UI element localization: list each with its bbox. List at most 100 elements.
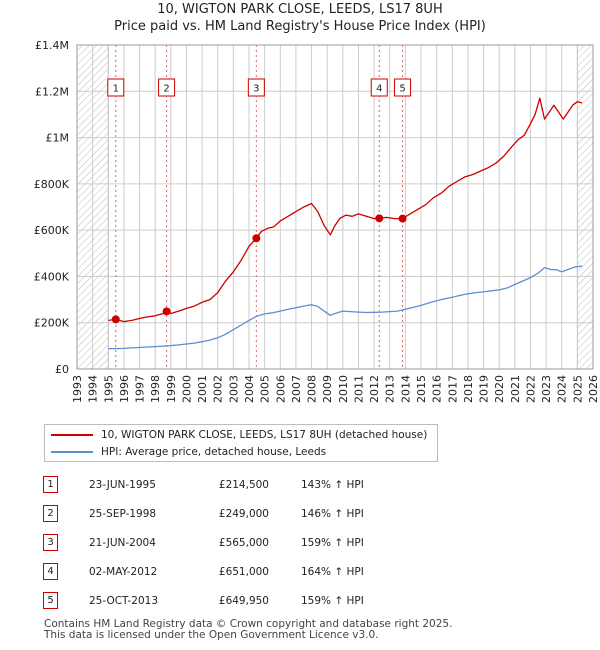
x-tick-label: 2021 [509,375,522,403]
sale-hpi-change: 143% ↑ HPI [301,478,364,491]
x-tick-label: 2003 [227,375,240,403]
x-tick-label: 2008 [306,375,319,403]
x-tick-label: 2020 [493,375,506,403]
sale-point [375,214,384,223]
footer-copyright: Contains HM Land Registry data © Crown c… [44,618,453,630]
sale-number-badge: 4 [43,563,58,580]
sale-price: £649,950 [218,594,269,607]
sale-number-badge: 5 [43,592,58,609]
sale-price: £651,000 [218,565,269,578]
x-tick-label: 2017 [446,375,459,403]
sale-number-badge: 3 [43,534,58,551]
plot-frame [76,44,594,370]
legend-item-hpi: HPI: Average price, detached house, Leed… [51,444,326,460]
hpi-line [108,265,583,350]
sale-price: £249,000 [218,507,269,520]
legend-swatch-property [51,434,93,436]
x-tick-label: 1994 [87,375,100,403]
x-tick-label: 2012 [368,375,381,403]
x-tick-label: 2005 [259,375,272,403]
sale-label-box [394,78,412,97]
sale-date: 25-OCT-2013 [89,594,158,607]
x-tick-label: 2025 [571,375,584,403]
y-tick-label: £1.2M [35,85,69,98]
sale-price: £565,000 [218,536,269,549]
sale-label-number: 1 [113,84,119,95]
x-tick-label: 2009 [321,375,334,403]
chart-title: 10, WIGTON PARK CLOSE, LEEDS, LS17 8UH [157,2,443,17]
sale-label-box [247,78,265,97]
chart-subtitle: Price paid vs. HM Land Registry's House … [114,19,486,34]
y-tick-label: £200K [34,317,70,330]
x-tick-label: 1996 [118,375,131,403]
sale-hpi-change: 159% ↑ HPI [301,594,364,607]
sale-label-number: 3 [253,84,259,95]
y-tick-label: £800K [34,178,70,191]
sale-date: 23-JUN-1995 [89,478,156,491]
sales-table: 1 23-JUN-1995 £214,500 143% ↑ HPI 2 25-S… [43,470,401,615]
sale-price: £214,500 [218,478,269,491]
y-tick-label: £600K [34,224,70,237]
x-tick-label: 2014 [399,375,412,403]
x-tick-label: 2002 [212,375,225,403]
y-tick-label: £1M [46,132,70,145]
table-row: 3 21-JUN-2004 £565,000 159% ↑ HPI [43,528,401,557]
x-tick-label: 2018 [462,375,475,403]
sale-label-number: 5 [399,84,405,95]
x-tick-label: 1998 [149,375,162,403]
legend-label-hpi: HPI: Average price, detached house, Leed… [101,446,327,458]
sale-hpi-change: 146% ↑ HPI [301,507,364,520]
table-row: 4 02-MAY-2012 £651,000 164% ↑ HPI [43,557,401,586]
footer: Contains HM Land Registry data © Crown c… [44,619,452,641]
x-tick-label: 2000 [180,375,193,403]
property-price-line [108,97,583,323]
legend-label-property: 10, WIGTON PARK CLOSE, LEEDS, LS17 8UH (… [101,429,428,441]
x-tick-label: 2010 [337,375,350,403]
x-tick-label: 2022 [524,375,537,403]
table-row: 1 23-JUN-1995 £214,500 143% ↑ HPI [43,470,401,499]
sale-number-badge: 1 [43,476,58,493]
sale-number-badge: 2 [43,505,58,522]
price-chart: 1 2 3 4 5 £0 £200K £400K £600K £800K £1M £1.2M £1.4… [34,39,600,403]
x-tick-label: 1999 [165,375,178,403]
table-row: 5 25-OCT-2013 £649,950 159% ↑ HPI [43,586,401,615]
x-tick-label: 2013 [384,375,397,403]
x-tick-label: 1993 [71,375,84,403]
sale-label-box [158,78,176,97]
y-tick-label: £0 [55,363,69,376]
footer-licence: This data is licensed under the Open Gov… [44,629,379,641]
x-tick-label: 1995 [102,375,115,403]
x-tick-label: 2016 [431,375,444,403]
sale-hpi-change: 159% ↑ HPI [301,536,364,549]
sale-label-box [370,78,388,97]
sale-point [111,315,120,324]
x-tick-label: 2023 [540,375,553,403]
sale-date: 25-SEP-1998 [89,507,157,520]
x-tick-label: 2001 [196,375,209,403]
table-row: 2 25-SEP-1998 £249,000 146% ↑ HPI [43,499,401,528]
legend-swatch-hpi [51,451,93,453]
x-tick-label: 2011 [352,375,365,403]
legend-item-property: 10, WIGTON PARK CLOSE, LEEDS, LS17 8UH (… [51,427,427,443]
sale-point [398,214,407,223]
sale-hpi-change: 164% ↑ HPI [301,565,364,578]
sale-date: 02-MAY-2012 [89,565,158,578]
x-tick-label: 2007 [290,375,303,403]
sale-label-number: 2 [163,84,169,95]
legend: 10, WIGTON PARK CLOSE, LEEDS, LS17 8UH (… [44,424,438,462]
x-tick-label: 2004 [243,375,256,403]
sale-point [162,307,171,316]
sale-label-box [107,78,125,97]
hatched-region [576,44,594,370]
y-tick-label: £1.4M [35,39,69,52]
x-tick-label: 2024 [556,375,569,403]
x-tick-label: 2019 [478,375,491,403]
x-tick-label: 2026 [587,375,600,403]
y-tick-label: £400K [34,270,70,283]
x-tick-label: 2006 [274,375,287,403]
sale-date: 21-JUN-2004 [89,536,156,549]
x-tick-label: 1997 [134,375,147,403]
sale-label-number: 4 [376,84,382,95]
x-tick-label: 2015 [415,375,428,403]
sale-point [252,234,261,243]
